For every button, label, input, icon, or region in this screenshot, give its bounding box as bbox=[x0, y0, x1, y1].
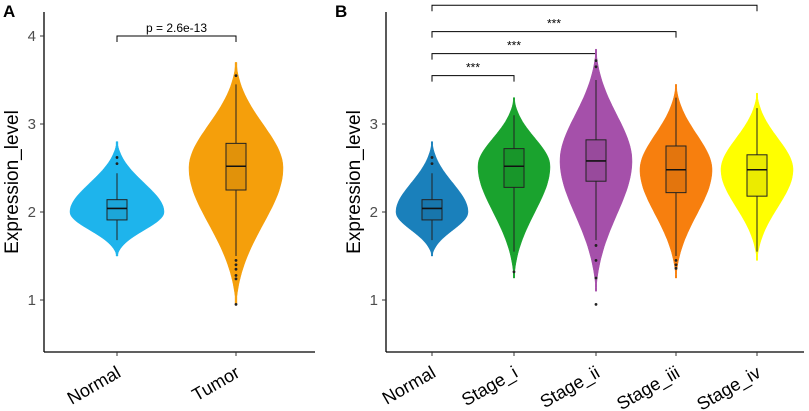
significance-label: *** bbox=[587, 0, 601, 4]
panel-a-x-ticks: Normal Tumor bbox=[64, 352, 243, 408]
y-tick-label: 3 bbox=[370, 116, 378, 133]
outlier-point bbox=[594, 276, 598, 280]
outlier-point bbox=[674, 263, 678, 267]
panel-a: A p = 2.6e-13 1 2 3 4 Normal Tumor Expressio… bbox=[2, 2, 315, 408]
x-tick-label: Stage_iii bbox=[613, 362, 683, 411]
outlier-point bbox=[594, 259, 598, 262]
x-tick-label: Normal bbox=[379, 362, 439, 408]
x-tick-label: Stage_i bbox=[458, 362, 521, 411]
outlier-point bbox=[234, 273, 238, 277]
significance-label: *** bbox=[547, 17, 561, 31]
outlier-point bbox=[430, 156, 434, 159]
significance-bracket bbox=[431, 75, 515, 82]
outlier-point bbox=[234, 277, 238, 281]
panel-b-violins bbox=[395, 48, 794, 306]
panel-a-y-axis-title: Expression_level bbox=[2, 110, 23, 254]
panel-a-annotations: p = 2.6e-13 bbox=[116, 21, 237, 42]
box-Normal bbox=[421, 199, 443, 221]
outlier-point bbox=[234, 74, 238, 77]
significance-label: *** bbox=[466, 61, 480, 75]
x-tick-label: Stage_iv bbox=[693, 362, 764, 411]
box-Normal bbox=[106, 199, 128, 221]
panel-b-x-ticks: Normal Stage_i Stage_ii Stage_iii Stage_iv bbox=[379, 352, 765, 411]
y-tick-label: 2 bbox=[28, 204, 36, 221]
outlier-point bbox=[594, 244, 598, 247]
y-tick-label: 3 bbox=[28, 116, 36, 133]
panel-b: B *** *** *** *** 1 2 3 Normal Stage_i Stage_ii… bbox=[335, 0, 804, 411]
outlier-point bbox=[594, 59, 598, 63]
x-tick-label: Stage_ii bbox=[537, 362, 604, 411]
outlier-point bbox=[234, 263, 238, 267]
y-tick-label: 4 bbox=[28, 28, 36, 45]
outlier-point bbox=[674, 266, 678, 270]
significance-bracket bbox=[431, 31, 677, 38]
significance-label: *** bbox=[507, 39, 521, 53]
panel-a-violins bbox=[69, 62, 284, 306]
x-tick-label: Normal bbox=[64, 362, 124, 408]
box-Stage_iv bbox=[746, 154, 768, 197]
outlier-point bbox=[594, 65, 598, 69]
y-tick-label: 1 bbox=[370, 292, 378, 309]
outlier-point bbox=[115, 162, 119, 166]
significance-label: p = 2.6e-13 bbox=[146, 21, 207, 35]
panel-b-y-axis-title: Expression_level bbox=[344, 110, 365, 254]
outlier-point bbox=[115, 156, 119, 159]
significance-bracket bbox=[116, 35, 237, 42]
panel-b-y-ticks: 1 2 3 bbox=[370, 116, 386, 309]
panel-b-letter: B bbox=[335, 2, 347, 21]
y-tick-label: 1 bbox=[28, 292, 36, 309]
panel-a-letter: A bbox=[3, 2, 15, 21]
outlier-point bbox=[234, 259, 238, 262]
outlier-point bbox=[430, 162, 434, 166]
significance-bracket bbox=[431, 53, 597, 60]
panel-a-y-ticks: 1 2 3 4 bbox=[28, 28, 44, 309]
outlier-point bbox=[234, 303, 238, 306]
y-tick-label: 2 bbox=[370, 204, 378, 221]
significance-bracket bbox=[431, 4, 758, 12]
box-Stage_i bbox=[503, 148, 525, 188]
outlier-point bbox=[512, 270, 516, 274]
outlier-point bbox=[594, 303, 598, 306]
x-tick-label: Tumor bbox=[189, 362, 243, 405]
outlier-point bbox=[674, 259, 678, 262]
outlier-point bbox=[234, 267, 238, 271]
